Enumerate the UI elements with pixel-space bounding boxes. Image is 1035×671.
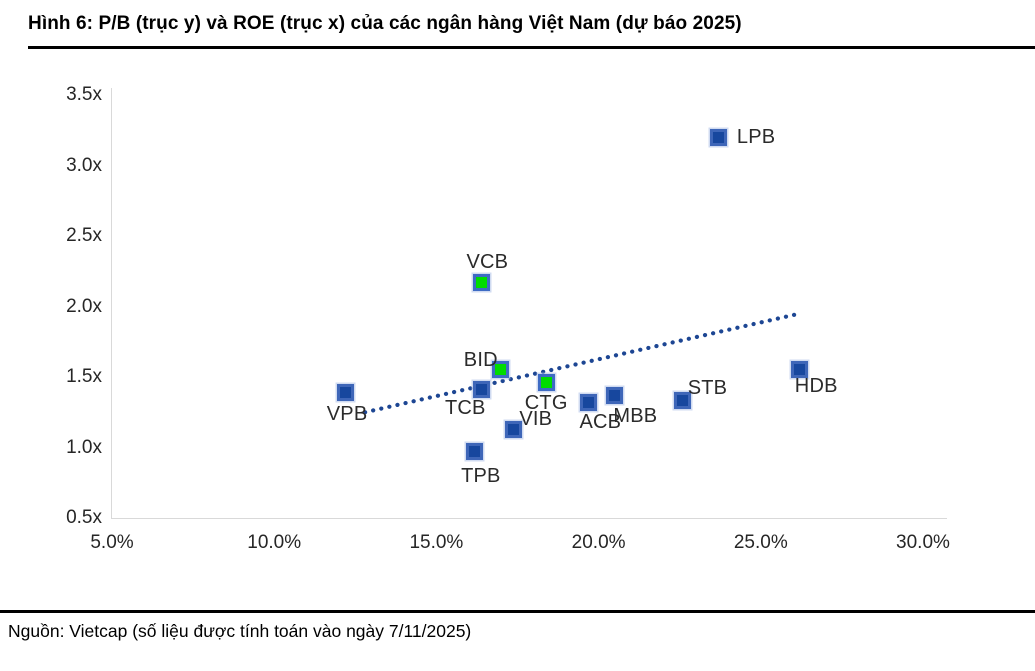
data-point-label-lpb: LPB — [736, 126, 776, 149]
plot-area: VPB TPB TCB VCB BID VIB CTG ACB MBB STB HDB LPB — [110, 88, 947, 519]
scatter-chart: VPB TPB TCB VCB BID VIB CTG ACB MBB STB HDB LPB 0.5… — [66, 84, 950, 553]
title-divider — [28, 46, 1035, 49]
y-axis-tick-label: 3.0x — [66, 154, 102, 176]
x-axis-tick-label: 30.0% — [896, 532, 950, 553]
x-axis-tick-label: 20.0% — [571, 532, 626, 553]
data-point-lpb — [709, 128, 727, 146]
trend-line — [362, 311, 802, 415]
data-point-label-vib: VIB — [519, 408, 553, 431]
data-point-label-vcb: VCB — [466, 250, 509, 273]
footer-divider — [0, 610, 1035, 613]
x-axis-tick-label: 5.0% — [90, 532, 134, 553]
data-point-stb — [673, 392, 691, 410]
data-point-tpb — [466, 443, 484, 461]
data-point-label-bid: BID — [463, 348, 498, 371]
data-point-hdb — [790, 361, 808, 379]
x-axis-tick-label: 15.0% — [409, 532, 464, 553]
data-point-vib — [505, 420, 523, 438]
data-point-label-hdb: HDB — [794, 374, 838, 397]
data-point-label-acb: ACB — [579, 411, 622, 434]
y-axis-tick-label: 1.5x — [66, 366, 102, 388]
data-point-label-mbb: MBB — [613, 405, 658, 428]
data-point-vcb — [472, 274, 490, 292]
y-axis-tick-label: 0.5x — [66, 507, 102, 528]
data-point-vpb — [336, 384, 354, 402]
data-point-label-vpb: VPB — [326, 402, 368, 425]
y-axis-tick-label: 2.0x — [66, 295, 102, 317]
x-axis-tick-label: 25.0% — [733, 532, 788, 553]
data-point-acb — [579, 393, 597, 411]
data-point-bid — [492, 361, 510, 379]
data-point-label-tcb: TCB — [445, 396, 486, 419]
data-point-mbb — [605, 386, 623, 404]
y-axis-tick-label: 1.0x — [66, 436, 102, 458]
data-point-ctg — [537, 374, 555, 392]
source-note: Nguồn: Vietcap (số liệu được tính toán v… — [8, 621, 472, 641]
data-point-tcb — [472, 381, 490, 399]
y-axis-tick-label: 2.5x — [66, 225, 102, 247]
data-point-label-ctg: CTG — [524, 391, 568, 414]
figure-title: Hình 6: P/B (trục y) và ROE (trục x) của… — [28, 13, 742, 34]
data-point-label-stb: STB — [687, 376, 728, 399]
x-axis-tick-label: 10.0% — [247, 532, 302, 553]
y-axis-tick-label: 3.5x — [66, 84, 102, 106]
data-point-label-tpb: TPB — [461, 464, 501, 487]
